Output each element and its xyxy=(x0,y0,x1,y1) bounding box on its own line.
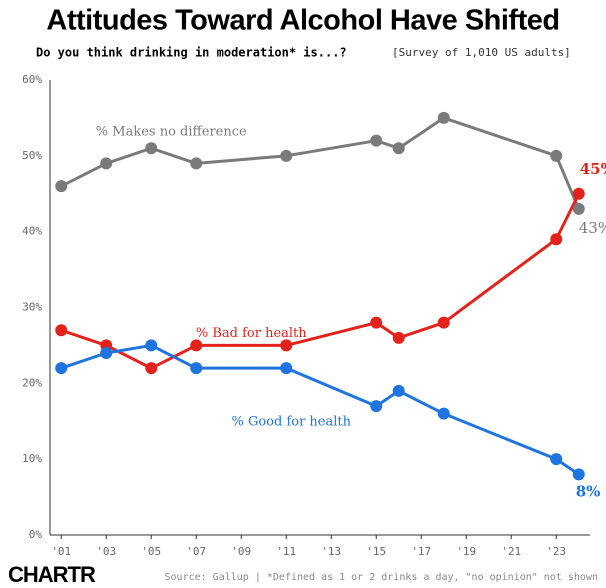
data-point xyxy=(370,400,383,413)
y-tick-label: 60% xyxy=(22,73,42,86)
x-tick-label: '15 xyxy=(366,545,386,558)
x-tick-label: '21 xyxy=(501,545,521,558)
data-point xyxy=(55,180,68,193)
x-tick-label: '03 xyxy=(96,545,116,558)
x-tick-label: '05 xyxy=(141,545,161,558)
series-line xyxy=(60,193,581,370)
data-point xyxy=(550,149,563,162)
data-point xyxy=(370,134,383,147)
data-point xyxy=(437,407,450,420)
x-tick-label: '19 xyxy=(456,545,476,558)
data-point xyxy=(550,233,563,246)
data-point xyxy=(145,362,158,375)
chart-subtitle: Do you think drinking in moderation* is.… xyxy=(36,46,347,60)
data-point xyxy=(55,362,68,375)
data-point xyxy=(572,187,585,200)
y-tick-label: 0% xyxy=(29,528,43,541)
series-line xyxy=(60,116,581,210)
y-tick-label: 20% xyxy=(22,376,42,389)
x-tick-label: '01 xyxy=(51,545,71,558)
y-tick-label: 10% xyxy=(22,452,42,465)
data-point xyxy=(145,142,158,155)
data-point xyxy=(392,331,405,344)
value-label: 8% xyxy=(576,482,601,500)
data-point xyxy=(392,384,405,397)
x-tick-label: '11 xyxy=(276,545,296,558)
data-point xyxy=(392,142,405,155)
value-label: 45% xyxy=(580,160,606,178)
data-point xyxy=(100,347,113,359)
x-tick-label: '07 xyxy=(186,545,206,558)
logo: CHARTR xyxy=(8,562,96,587)
data-point xyxy=(572,202,585,215)
data-point xyxy=(145,339,158,352)
data-point xyxy=(550,453,563,466)
data-point xyxy=(190,157,203,170)
data-point xyxy=(370,316,383,329)
x-tick-label: '17 xyxy=(411,545,431,558)
series-label: % Bad for health xyxy=(196,326,307,341)
data-point xyxy=(280,149,293,162)
data-point xyxy=(190,362,203,375)
data-point xyxy=(280,362,293,375)
value-label: 43% xyxy=(579,219,606,237)
source-note: Source: Gallup | *Defined as 1 or 2 drin… xyxy=(165,572,598,583)
series-label: % Makes no difference xyxy=(96,124,247,139)
y-tick-label: 40% xyxy=(22,225,42,238)
y-tick-label: 30% xyxy=(22,301,42,314)
chart-title: Attitudes Toward Alcohol Have Shifted xyxy=(46,5,559,37)
data-point xyxy=(437,316,450,329)
series-label: % Good for health xyxy=(231,415,351,430)
series-line xyxy=(60,343,580,476)
y-tick-label: 50% xyxy=(22,149,42,162)
data-point xyxy=(437,111,450,124)
data-point xyxy=(190,339,203,352)
data-point xyxy=(100,157,113,170)
subtitle-note: [Survey of 1,010 US adults] xyxy=(392,46,571,59)
data-point xyxy=(280,339,293,352)
x-tick-label: '13 xyxy=(321,545,341,558)
data-point xyxy=(572,468,585,481)
x-tick-label: '23 xyxy=(546,545,566,558)
data-point xyxy=(55,324,68,337)
x-tick-label: '09 xyxy=(231,545,251,558)
